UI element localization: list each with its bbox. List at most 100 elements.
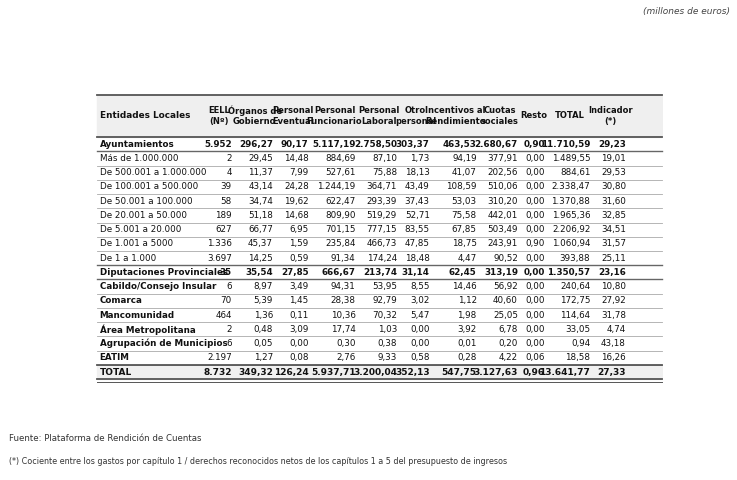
Text: Comarca: Comarca [99,296,142,305]
Text: 7,99: 7,99 [290,168,309,177]
Text: 884,69: 884,69 [325,154,356,163]
Text: 0,96: 0,96 [523,368,545,376]
Text: Más de 1.000.000: Más de 1.000.000 [99,154,178,163]
Text: 777,15: 777,15 [366,225,397,234]
Text: 1,98: 1,98 [458,311,477,320]
Text: 62,45: 62,45 [449,268,477,277]
Text: 1,45: 1,45 [290,296,309,305]
Text: 303,37: 303,37 [396,140,430,149]
Text: 0,11: 0,11 [290,311,309,320]
Text: Área Metropolitana: Área Metropolitana [99,324,195,335]
Text: 0,00: 0,00 [525,154,545,163]
Text: 0,38: 0,38 [377,339,397,348]
Text: 622,47: 622,47 [326,197,356,205]
Text: 91,34: 91,34 [331,253,356,263]
Text: 0,20: 0,20 [498,339,518,348]
Text: 39: 39 [220,182,232,192]
Text: 8,55: 8,55 [411,282,430,291]
Text: 0,00: 0,00 [525,296,545,305]
Text: 33,05: 33,05 [565,325,590,334]
Text: (*) Cociente entre los gastos por capítulo 1 / derechos reconocidos netos de los: (*) Cociente entre los gastos por capítu… [9,457,507,466]
Text: Resto: Resto [520,111,548,120]
Text: 0,00: 0,00 [525,311,545,320]
Text: 108,59: 108,59 [446,182,477,192]
Text: 296,27: 296,27 [239,140,273,149]
Text: 313,19: 313,19 [484,268,518,277]
Text: 0,00: 0,00 [525,225,545,234]
Text: 28,38: 28,38 [331,296,356,305]
Text: 94,19: 94,19 [452,154,477,163]
Text: 25,05: 25,05 [493,311,518,320]
Text: 1,03: 1,03 [377,325,397,334]
Text: 240,64: 240,64 [560,282,590,291]
Text: 1,59: 1,59 [290,240,309,248]
Text: 2,76: 2,76 [336,353,356,362]
Text: 30,80: 30,80 [601,182,626,192]
Text: 0,00: 0,00 [524,268,545,277]
Text: 27,92: 27,92 [601,296,626,305]
Text: 14,48: 14,48 [284,154,309,163]
Text: 18,48: 18,48 [405,253,430,263]
Text: 6,95: 6,95 [290,225,309,234]
Text: Mancomunidad: Mancomunidad [99,311,175,320]
Text: 3.200,04: 3.200,04 [353,368,397,376]
Text: 0,94: 0,94 [571,339,590,348]
Text: 547,75: 547,75 [441,368,477,376]
Text: 884,61: 884,61 [560,168,590,177]
Text: 6: 6 [226,339,232,348]
Text: 0,90: 0,90 [525,240,545,248]
Text: 235,84: 235,84 [325,240,356,248]
Text: 27,33: 27,33 [598,368,626,376]
Text: 510,06: 510,06 [487,182,518,192]
Text: 1,36: 1,36 [254,311,273,320]
Text: 35: 35 [220,268,232,277]
Text: 23,16: 23,16 [598,268,626,277]
Text: 14,46: 14,46 [452,282,477,291]
Text: 56,92: 56,92 [493,282,518,291]
Text: 393,88: 393,88 [559,253,590,263]
Text: Personal
Funcionario: Personal Funcionario [307,106,363,125]
Bar [97,95,662,137]
Text: 5,39: 5,39 [254,296,273,305]
Text: 13.641,77: 13.641,77 [539,368,590,376]
Text: 4,22: 4,22 [499,353,518,362]
Text: 58: 58 [220,197,232,205]
Text: 29,45: 29,45 [248,154,273,163]
Text: 24,28: 24,28 [284,182,309,192]
Text: (millones de euros): (millones de euros) [643,7,730,16]
Text: 0,00: 0,00 [289,339,309,348]
Text: 53,95: 53,95 [372,282,397,291]
Text: 213,74: 213,74 [363,268,397,277]
Text: 18,58: 18,58 [565,353,590,362]
Text: 5.937,71: 5.937,71 [311,368,356,376]
Text: 14,68: 14,68 [284,211,309,220]
Text: TOTAL: TOTAL [555,111,585,120]
Text: Personal
Eventual: Personal Eventual [273,106,314,125]
Text: 8,97: 8,97 [254,282,273,291]
Text: 18,75: 18,75 [452,240,477,248]
Text: Entidades Locales: Entidades Locales [99,111,190,120]
Text: 66,77: 66,77 [248,225,273,234]
Text: De 50.001 a 100.000: De 50.001 a 100.000 [99,197,192,205]
Text: Cuotas
sociales: Cuotas sociales [481,106,519,125]
Text: 87,10: 87,10 [372,154,397,163]
Text: Fuente: Plataforma de Rendición de Cuentas: Fuente: Plataforma de Rendición de Cuent… [9,434,201,444]
Text: 18,13: 18,13 [405,168,430,177]
Text: 32,85: 32,85 [601,211,626,220]
Text: 16,26: 16,26 [601,353,626,362]
Text: 2.338,47: 2.338,47 [551,182,590,192]
Text: 1.965,36: 1.965,36 [552,211,590,220]
Text: 1,27: 1,27 [254,353,273,362]
Text: Indicador
(*): Indicador (*) [588,106,633,125]
Text: 627: 627 [215,225,232,234]
Text: 0,00: 0,00 [525,211,545,220]
Text: 10,36: 10,36 [331,311,356,320]
Text: 43,14: 43,14 [248,182,273,192]
Text: 10,80: 10,80 [601,282,626,291]
Text: 5.952: 5.952 [204,140,232,149]
Text: 11,37: 11,37 [248,168,273,177]
Text: 0,00: 0,00 [525,253,545,263]
Text: 0,00: 0,00 [525,168,545,177]
Text: 114,64: 114,64 [560,311,590,320]
Text: 0,00: 0,00 [525,282,545,291]
